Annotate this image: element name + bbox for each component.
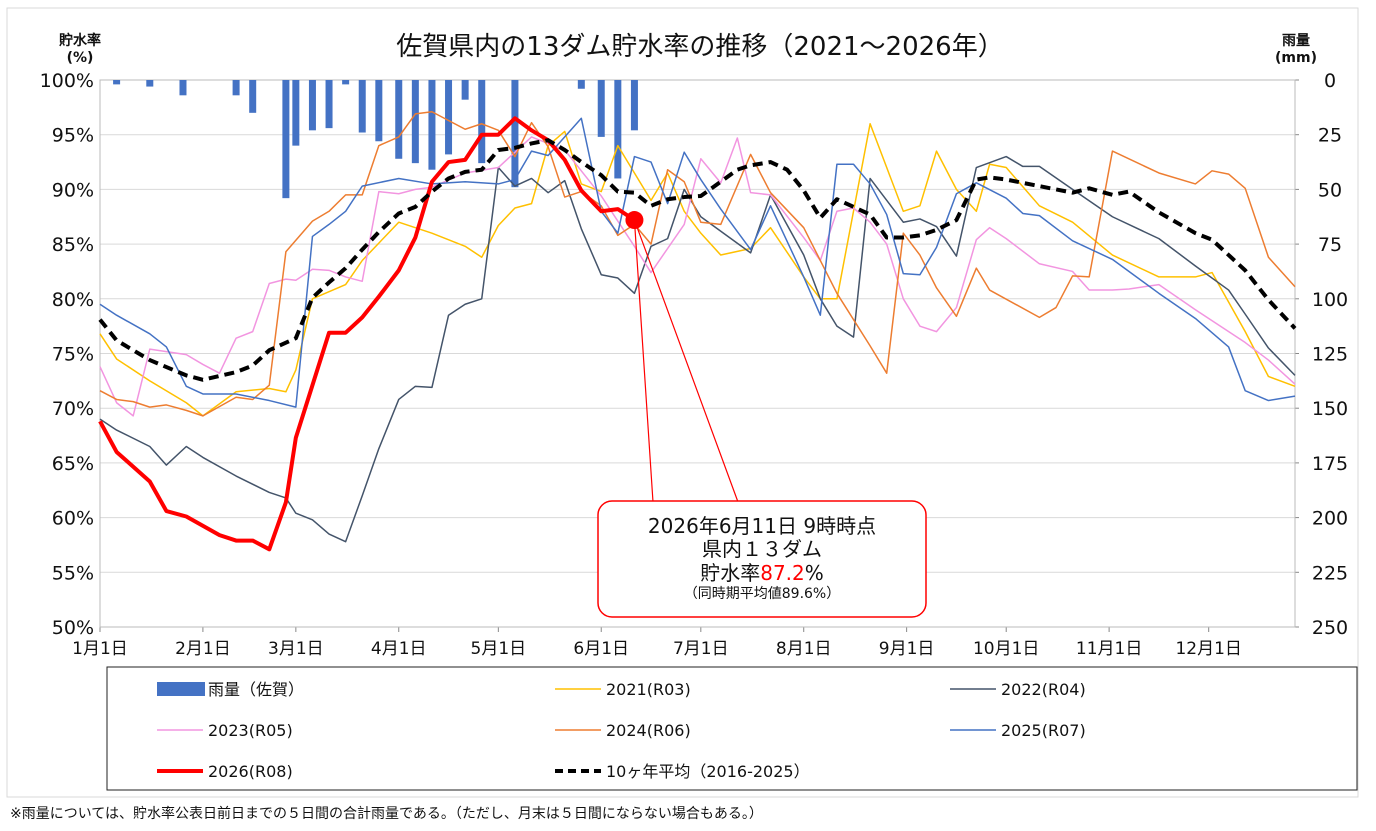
x-tick-label: 9月1日 bbox=[879, 639, 935, 659]
y2-tick-label: 25 bbox=[1318, 125, 1342, 147]
series-line bbox=[99, 110, 1296, 417]
y2-tick-label: 100 bbox=[1312, 289, 1348, 311]
y2-tick-label: 250 bbox=[1312, 617, 1348, 639]
y2-axis-title: (mm) bbox=[1275, 50, 1317, 66]
rate-label: 貯水率 bbox=[700, 561, 760, 585]
x-tick-label: 10月1日 bbox=[973, 639, 1039, 659]
legend-label: 雨量（佐賀） bbox=[208, 680, 304, 699]
y-tick-label: 100% bbox=[40, 70, 94, 92]
x-tick-label: 4月1日 bbox=[371, 639, 427, 659]
series-line bbox=[98, 138, 1297, 382]
y-tick-label: 80% bbox=[52, 289, 94, 311]
y2-tick-label: 125 bbox=[1312, 344, 1348, 366]
rain-bar bbox=[630, 80, 638, 131]
y-tick-label: 55% bbox=[52, 562, 94, 584]
rain-bar bbox=[511, 80, 519, 188]
rain-bar bbox=[614, 80, 622, 179]
legend-label: 2025(R07) bbox=[1001, 721, 1086, 740]
callout-box bbox=[597, 500, 927, 618]
legend-swatch bbox=[157, 682, 205, 696]
y2-tick-label: 0 bbox=[1324, 70, 1336, 92]
y-tick-label: 70% bbox=[52, 398, 94, 420]
y2-tick-label: 175 bbox=[1312, 453, 1348, 475]
series-line bbox=[99, 136, 1296, 417]
rain-bar bbox=[461, 80, 469, 100]
y-tick-label: 90% bbox=[52, 179, 94, 201]
series-line bbox=[99, 123, 1296, 417]
chart-frame bbox=[6, 7, 1359, 798]
rate-value: 87.2 bbox=[760, 561, 805, 585]
y-tick-label: 65% bbox=[52, 453, 94, 475]
y2-tick-label: 225 bbox=[1312, 562, 1348, 584]
rain-bar bbox=[146, 80, 154, 87]
rain-bar bbox=[445, 80, 453, 155]
y2-tick-label: 200 bbox=[1312, 508, 1348, 530]
rain-bar bbox=[358, 80, 366, 133]
series-line bbox=[99, 155, 1296, 543]
rain-bar bbox=[179, 80, 187, 96]
rain-bar bbox=[478, 80, 486, 164]
legend-label: 2023(R05) bbox=[208, 721, 293, 740]
legend-box bbox=[106, 666, 1358, 791]
x-tick-label: 12月1日 bbox=[1175, 639, 1241, 659]
rain-bar bbox=[308, 80, 316, 131]
x-tick-label: 5月1日 bbox=[471, 639, 527, 659]
chart-title: 佐賀県内の13ダム貯水率の推移（2021～2026年） bbox=[396, 32, 1003, 62]
series-line bbox=[99, 117, 1296, 408]
y2-tick-label: 150 bbox=[1312, 398, 1348, 420]
rain-bar bbox=[428, 80, 436, 170]
rain-bar bbox=[597, 80, 605, 137]
rain-bar bbox=[292, 80, 300, 146]
callout-text: 県内１３ダム bbox=[702, 537, 822, 561]
rate-unit: % bbox=[805, 561, 824, 585]
legend-label: 2024(R06) bbox=[606, 721, 691, 740]
x-tick-label: 11月1日 bbox=[1076, 639, 1142, 659]
legend-label: 10ヶ年平均（2016-2025） bbox=[606, 762, 810, 781]
rain-bar bbox=[325, 80, 333, 129]
rain-bar bbox=[282, 80, 290, 199]
legend-label: 2022(R04) bbox=[1001, 680, 1086, 699]
y2-tick-label: 75 bbox=[1318, 234, 1342, 256]
x-tick-label: 6月1日 bbox=[573, 639, 629, 659]
callout-pointer bbox=[633, 219, 739, 503]
rain-bar bbox=[375, 80, 383, 142]
series-line bbox=[98, 116, 636, 552]
y2-axis-title: 雨量 bbox=[1282, 33, 1310, 49]
x-tick-label: 3月1日 bbox=[268, 639, 324, 659]
plot-frame bbox=[99, 79, 1296, 628]
callout-note: （同時期平均値89.6%） bbox=[684, 586, 840, 602]
legend-label: 2021(R03) bbox=[606, 680, 691, 699]
x-tick-label: 2月1日 bbox=[175, 639, 231, 659]
x-tick-label: 1月1日 bbox=[72, 639, 128, 659]
y-axis-title: 貯水率 bbox=[59, 32, 101, 49]
rain-bar bbox=[577, 80, 585, 89]
x-tick-label: 7月1日 bbox=[673, 639, 729, 659]
y-tick-label: 95% bbox=[52, 125, 94, 147]
rain-bar bbox=[249, 80, 257, 113]
rain-bar bbox=[411, 80, 419, 164]
footnote: ※雨量については、貯水率公表日前日までの５日間の合計雨量である。（ただし、月末は… bbox=[10, 805, 763, 822]
y-tick-label: 75% bbox=[52, 344, 94, 366]
y-tick-label: 85% bbox=[52, 234, 94, 256]
rain-bar bbox=[342, 80, 350, 85]
rain-bar bbox=[232, 80, 240, 96]
legend-label: 2026(R08) bbox=[208, 762, 293, 781]
y2-tick-label: 50 bbox=[1318, 179, 1342, 201]
callout-text: 2026年6月11日 9時時点 bbox=[648, 514, 876, 538]
rain-bar bbox=[395, 80, 403, 159]
y-tick-label: 60% bbox=[52, 508, 94, 530]
callout-rate: 貯水率87.2% bbox=[700, 561, 824, 585]
x-tick-label: 8月1日 bbox=[776, 639, 832, 659]
y-axis-title: (%) bbox=[67, 50, 94, 66]
latest-point bbox=[625, 211, 644, 230]
y-tick-label: 50% bbox=[52, 617, 94, 639]
rain-bar bbox=[113, 80, 121, 85]
